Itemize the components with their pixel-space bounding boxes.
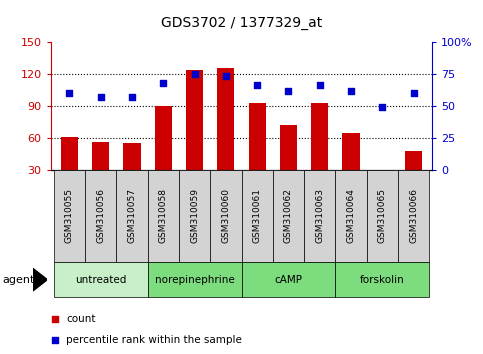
Text: GSM310062: GSM310062 [284, 188, 293, 244]
Text: GSM310057: GSM310057 [128, 188, 137, 244]
Text: GSM310064: GSM310064 [346, 188, 355, 244]
Bar [273, 170, 304, 262]
Point [410, 91, 417, 96]
Bar [242, 170, 273, 262]
Bar [210, 170, 242, 262]
Point [378, 105, 386, 110]
Text: GSM310056: GSM310056 [96, 188, 105, 244]
Bar [280, 125, 297, 202]
Text: GSM310059: GSM310059 [190, 188, 199, 244]
Text: GSM310063: GSM310063 [315, 188, 324, 244]
Text: norepinephrine: norepinephrine [155, 275, 234, 285]
Point [97, 95, 105, 100]
Bar [242, 262, 335, 297]
Polygon shape [33, 268, 47, 291]
Bar [124, 143, 141, 202]
Point [51, 337, 58, 343]
Bar [116, 170, 148, 262]
Bar [54, 262, 148, 297]
Bar [61, 137, 78, 202]
Point [222, 73, 230, 79]
Bar [304, 170, 335, 262]
Point [66, 91, 73, 96]
Text: percentile rank within the sample: percentile rank within the sample [66, 335, 242, 345]
Bar [85, 170, 116, 262]
Text: GDS3702 / 1377329_at: GDS3702 / 1377329_at [161, 16, 322, 30]
Text: GSM310055: GSM310055 [65, 188, 74, 244]
Bar [335, 262, 429, 297]
Point [51, 316, 58, 321]
Point [159, 80, 167, 86]
Bar [217, 68, 234, 202]
Point [128, 95, 136, 100]
Text: count: count [66, 314, 96, 324]
Point [316, 82, 324, 87]
Point [191, 72, 199, 77]
Bar [179, 170, 210, 262]
Text: GSM310058: GSM310058 [159, 188, 168, 244]
Bar [335, 170, 367, 262]
Text: agent: agent [2, 275, 35, 285]
Bar [54, 170, 85, 262]
Bar [405, 151, 422, 202]
Bar [148, 262, 242, 297]
Bar [92, 142, 109, 202]
Text: forskolin: forskolin [360, 275, 405, 285]
Bar [374, 171, 391, 202]
Point [253, 82, 261, 87]
Bar [311, 103, 328, 202]
Text: GSM310066: GSM310066 [409, 188, 418, 244]
Bar [398, 170, 429, 262]
Point [347, 88, 355, 94]
Bar [155, 106, 172, 202]
Text: cAMP: cAMP [274, 275, 302, 285]
Text: untreated: untreated [75, 275, 127, 285]
Text: GSM310065: GSM310065 [378, 188, 387, 244]
Bar [367, 170, 398, 262]
Bar [148, 170, 179, 262]
Text: GSM310061: GSM310061 [253, 188, 262, 244]
Bar [186, 70, 203, 202]
Point [284, 88, 292, 94]
Bar [249, 103, 266, 202]
Text: GSM310060: GSM310060 [221, 188, 230, 244]
Bar [342, 133, 359, 202]
